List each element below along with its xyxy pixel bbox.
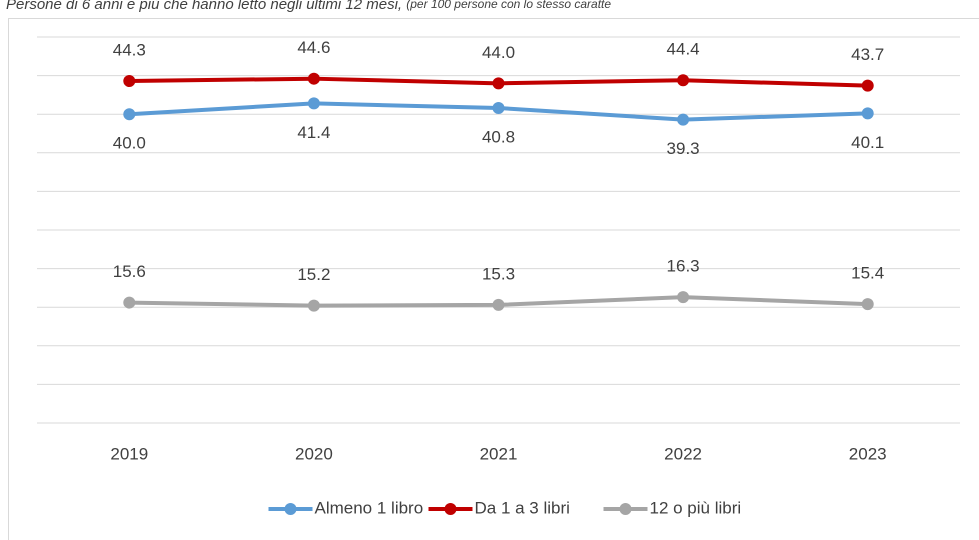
point xyxy=(492,102,505,115)
point xyxy=(492,298,505,311)
legend-marker xyxy=(444,503,457,515)
chart-title: Persone di 6 anni e più che hanno letto … xyxy=(6,0,611,13)
data-label: 39.3 xyxy=(667,139,700,158)
x-tick-label: 2019 xyxy=(110,444,148,463)
point xyxy=(677,113,690,126)
legend-label: 12 o più libri xyxy=(650,498,742,517)
data-label: 16.3 xyxy=(667,257,700,276)
x-tick-label: 2020 xyxy=(295,444,333,463)
data-label: 43.7 xyxy=(851,45,884,64)
point xyxy=(123,108,136,121)
x-tick-label: 2023 xyxy=(849,444,887,463)
legend-marker xyxy=(284,503,297,515)
point xyxy=(492,77,505,90)
data-label: 15.4 xyxy=(851,264,884,283)
point xyxy=(861,107,874,120)
data-label: 40.1 xyxy=(851,133,884,152)
data-label: 15.3 xyxy=(482,264,515,283)
point xyxy=(307,97,320,110)
point xyxy=(861,298,874,311)
legend-label: Almeno 1 libro xyxy=(315,498,424,517)
data-label: 15.2 xyxy=(297,265,330,284)
data-label: 44.3 xyxy=(113,40,146,59)
point xyxy=(677,74,690,87)
data-label: 41.4 xyxy=(297,123,330,142)
legend-label: Da 1 a 3 libri xyxy=(475,498,570,517)
legend-marker xyxy=(619,503,632,515)
title: Persone di 6 anni e più che hanno letto … xyxy=(6,0,402,13)
x-tick-label: 2021 xyxy=(480,444,518,463)
chart-border xyxy=(8,18,979,540)
point xyxy=(307,72,320,85)
data-label: 40.0 xyxy=(113,134,146,153)
data-label: 44.6 xyxy=(297,38,330,57)
data-label: 40.8 xyxy=(482,128,515,147)
data-label: 44.4 xyxy=(667,40,700,59)
data-label: 44.0 xyxy=(482,43,515,62)
point xyxy=(861,79,874,92)
point xyxy=(677,291,690,304)
point xyxy=(123,296,136,309)
x-tick-label: 2022 xyxy=(664,444,702,463)
data-label: 15.6 xyxy=(113,262,146,281)
subtitle: (per 100 persone con lo stesso caratte xyxy=(406,0,611,11)
point xyxy=(123,75,136,88)
point xyxy=(307,299,320,312)
